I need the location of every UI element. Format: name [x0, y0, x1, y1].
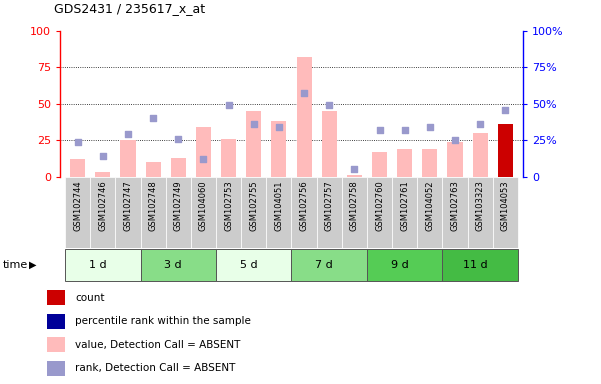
Text: count: count [75, 293, 105, 303]
Text: GSM104051: GSM104051 [275, 180, 284, 231]
Point [98, 153, 108, 159]
Bar [417, 177, 442, 248]
Point [249, 121, 258, 127]
Text: 1 d: 1 d [89, 260, 106, 270]
Point [148, 115, 158, 121]
Point [501, 106, 510, 113]
Text: 7 d: 7 d [316, 260, 333, 270]
Point [224, 102, 233, 108]
Point [325, 102, 334, 108]
Text: 9 d: 9 d [391, 260, 409, 270]
Bar [196, 127, 211, 177]
Bar [291, 177, 317, 248]
Bar [65, 250, 141, 280]
Text: GSM102744: GSM102744 [73, 180, 82, 231]
Text: GSM102757: GSM102757 [325, 180, 334, 231]
Text: GSM104053: GSM104053 [501, 180, 510, 231]
Point [73, 139, 82, 145]
Bar [246, 111, 261, 177]
Text: GSM102747: GSM102747 [124, 180, 132, 231]
Point [199, 156, 209, 162]
Bar [272, 121, 287, 177]
Text: GSM102758: GSM102758 [350, 180, 359, 231]
Text: GSM102761: GSM102761 [400, 180, 409, 231]
Point [450, 137, 460, 143]
Bar [47, 290, 65, 305]
Bar [397, 149, 412, 177]
Bar [296, 57, 311, 177]
Bar [166, 177, 191, 248]
Text: GSM102763: GSM102763 [451, 180, 459, 231]
Text: 5 d: 5 d [240, 260, 258, 270]
Point [123, 131, 133, 137]
Bar [216, 250, 291, 280]
Bar [141, 177, 166, 248]
Bar [447, 142, 463, 177]
Point [174, 136, 183, 142]
Bar [291, 250, 367, 280]
Bar [442, 250, 518, 280]
Point [299, 90, 309, 96]
Bar [120, 140, 136, 177]
Bar [493, 177, 518, 248]
Point [425, 124, 435, 130]
Text: GSM104052: GSM104052 [426, 180, 435, 231]
Bar [65, 177, 90, 248]
Text: time: time [3, 260, 28, 270]
Point [475, 121, 485, 127]
Bar [241, 177, 266, 248]
Bar [322, 111, 337, 177]
Text: 3 d: 3 d [165, 260, 182, 270]
Text: 11 d: 11 d [463, 260, 487, 270]
Bar [47, 361, 65, 376]
Bar [498, 124, 513, 177]
Bar [392, 177, 417, 248]
Bar [468, 177, 493, 248]
Bar [498, 124, 513, 177]
Point [350, 166, 359, 172]
Text: ▶: ▶ [29, 260, 36, 270]
Text: GSM102746: GSM102746 [99, 180, 108, 231]
Bar [221, 139, 236, 177]
Text: GDS2431 / 235617_x_at: GDS2431 / 235617_x_at [54, 2, 205, 15]
Bar [47, 338, 65, 353]
Bar [115, 177, 141, 248]
Text: GSM102760: GSM102760 [375, 180, 384, 231]
Bar [423, 149, 438, 177]
Bar [171, 158, 186, 177]
Text: value, Detection Call = ABSENT: value, Detection Call = ABSENT [75, 340, 240, 350]
Text: percentile rank within the sample: percentile rank within the sample [75, 316, 251, 326]
Text: GSM102755: GSM102755 [249, 180, 258, 231]
Bar [367, 250, 442, 280]
Point [374, 127, 384, 133]
Text: GSM104060: GSM104060 [199, 180, 208, 231]
Text: GSM102756: GSM102756 [299, 180, 308, 231]
Bar [90, 177, 115, 248]
Text: rank, Detection Call = ABSENT: rank, Detection Call = ABSENT [75, 363, 236, 373]
Bar [216, 177, 241, 248]
Bar [347, 175, 362, 177]
Text: GSM103323: GSM103323 [475, 180, 484, 231]
Bar [367, 177, 392, 248]
Bar [266, 177, 291, 248]
Bar [47, 314, 65, 329]
Text: GSM102748: GSM102748 [148, 180, 157, 231]
Bar [372, 152, 387, 177]
Bar [96, 172, 111, 177]
Bar [145, 162, 160, 177]
Bar [442, 177, 468, 248]
Bar [317, 177, 342, 248]
Bar [70, 159, 85, 177]
Text: GSM102749: GSM102749 [174, 180, 183, 231]
Bar [141, 250, 216, 280]
Bar [191, 177, 216, 248]
Bar [342, 177, 367, 248]
Bar [472, 133, 487, 177]
Text: GSM102753: GSM102753 [224, 180, 233, 231]
Point [274, 124, 284, 130]
Point [400, 127, 409, 133]
